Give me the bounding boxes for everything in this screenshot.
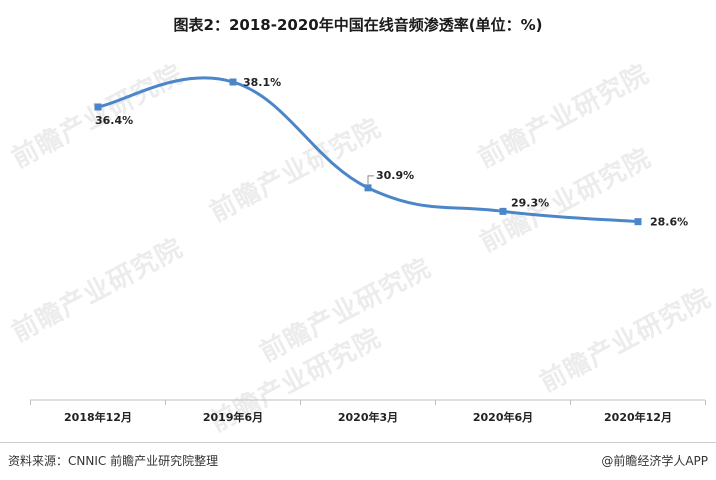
data-point-marker [499,207,507,215]
data-point-marker [229,78,237,86]
data-point-marker [94,103,102,111]
line-chart: 2018年12月 2019年6月 2020年3月 2020年6月 2020年12月 36… [30,76,706,424]
x-tick-label: 2020年12月 [604,410,672,424]
footer-divider [0,442,716,443]
data-label: 30.9% [376,169,414,182]
data-label: 36.4% [95,114,133,127]
source-note: 资料来源：CNNIC 前瞻产业研究院整理 [8,454,219,468]
x-tick-label: 2020年3月 [338,410,398,424]
data-point-marker [634,218,642,226]
brand-label: @前瞻经济学人APP [601,454,708,468]
series-line [97,76,639,224]
data-label: 28.6% [650,216,688,229]
data-label: 38.1% [243,76,281,89]
x-tick-label: 2019年6月 [203,410,263,424]
data-label: 29.3% [511,196,549,209]
footer: 资料来源：CNNIC 前瞻产业研究院整理 @前瞻经济学人APP [0,448,716,472]
x-tick-label: 2020年6月 [473,410,533,424]
data-point-marker [364,184,372,192]
x-tick-label: 2018年12月 [64,410,132,424]
chart-title: 图表2：2018-2020年中国在线音频渗透率(单位：%) [173,16,543,34]
label-leader-line [367,175,374,184]
